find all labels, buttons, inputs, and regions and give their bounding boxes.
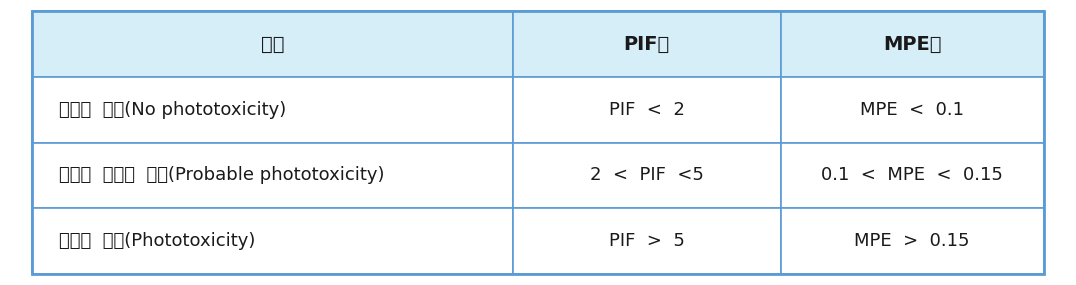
Bar	[781, 208, 1044, 274]
Text: 광독성  가능성  있음(Probable phototoxicity): 광독성 가능성 있음(Probable phototoxicity)	[59, 166, 385, 184]
Text: PIF  <  2: PIF < 2	[609, 101, 684, 119]
Bar	[781, 11, 1044, 77]
Bar	[32, 77, 512, 142]
Bar	[512, 208, 781, 274]
Text: MPE  <  0.1: MPE < 0.1	[860, 101, 964, 119]
Text: MPE  >  0.15: MPE > 0.15	[854, 232, 969, 250]
Text: 해석: 해석	[260, 35, 284, 54]
Text: PIF값: PIF값	[624, 35, 670, 54]
Bar	[512, 77, 781, 142]
Text: 광독성  있음(Phototoxicity): 광독성 있음(Phototoxicity)	[59, 232, 256, 250]
Text: 광독성  없음(No phototoxicity): 광독성 없음(No phototoxicity)	[59, 101, 286, 119]
Bar	[32, 208, 512, 274]
Bar	[781, 77, 1044, 142]
Text: PIF  >  5: PIF > 5	[609, 232, 684, 250]
Bar	[512, 142, 781, 208]
Text: 2  <  PIF  <5: 2 < PIF <5	[590, 166, 704, 184]
Text: 0.1  <  MPE  <  0.15: 0.1 < MPE < 0.15	[821, 166, 1003, 184]
Bar	[32, 142, 512, 208]
Bar	[32, 11, 512, 77]
Bar	[781, 142, 1044, 208]
Text: MPE값: MPE값	[883, 35, 942, 54]
Bar	[512, 11, 781, 77]
